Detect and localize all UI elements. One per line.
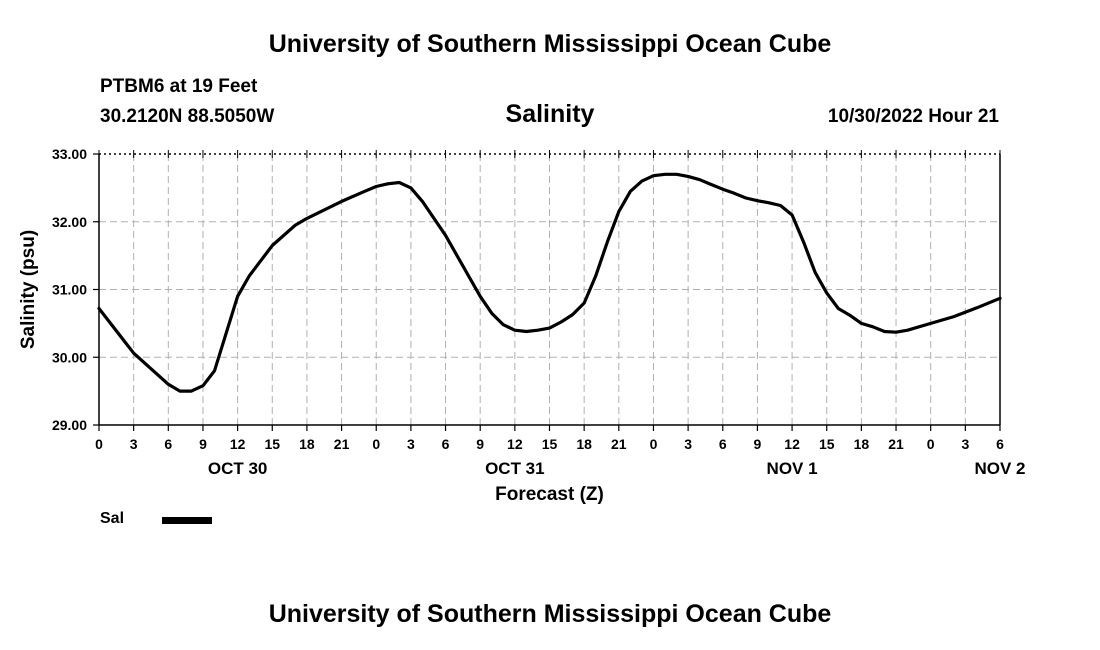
x-day-label: OCT 31: [485, 459, 545, 478]
x-tick-label: 3: [407, 436, 415, 452]
station-coordinates: 30.2120N 88.5050W: [100, 106, 275, 127]
x-tick-label: 18: [299, 436, 315, 452]
x-tick-label: 15: [264, 436, 280, 452]
x-tick-label: 21: [888, 436, 904, 452]
y-tick-label: 33.00: [52, 146, 87, 162]
x-tick-label: 12: [784, 436, 800, 452]
x-tick-label: 6: [442, 436, 450, 452]
page-title: University of Southern Mississippi Ocean…: [268, 30, 832, 58]
x-tick-label: 0: [927, 436, 935, 452]
x-tick-label: 0: [95, 436, 103, 452]
y-tick-label: 30.00: [52, 349, 87, 365]
x-tick-label: 0: [650, 436, 658, 452]
x-tick-label: 21: [334, 436, 350, 452]
x-day-label: NOV 1: [767, 459, 818, 478]
x-tick-label: 9: [199, 436, 207, 452]
x-tick-label: 6: [996, 436, 1004, 452]
x-tick-label: 18: [576, 436, 592, 452]
chart-title: Salinity: [505, 100, 595, 128]
legend-line-swatch: [162, 517, 212, 524]
x-tick-label: 0: [372, 436, 380, 452]
y-axis-title: Salinity (psu): [18, 230, 39, 349]
x-tick-label: 3: [961, 436, 969, 452]
x-day-label: OCT 30: [208, 459, 268, 478]
x-day-label: NOV 2: [974, 459, 1025, 478]
legend-label: Sal: [100, 510, 125, 527]
x-tick-label: 9: [754, 436, 762, 452]
forecast-run-time: 10/30/2022 Hour 21: [827, 106, 999, 127]
x-tick-label: 9: [476, 436, 484, 452]
x-tick-label: 21: [611, 436, 627, 452]
y-tick-label: 32.00: [52, 214, 87, 230]
x-tick-label: 3: [684, 436, 692, 452]
x-tick-label: 12: [507, 436, 523, 452]
x-axis-title: Forecast (Z): [495, 484, 604, 505]
x-tick-label: 15: [819, 436, 835, 452]
station-label: PTBM6 at 19 Feet: [100, 76, 258, 97]
footer-title: University of Southern Mississippi Ocean…: [268, 600, 832, 628]
x-tick-label: 3: [130, 436, 138, 452]
y-tick-label: 31.00: [52, 282, 87, 298]
x-tick-label: 15: [542, 436, 558, 452]
x-tick-label: 6: [719, 436, 727, 452]
x-tick-label: 6: [164, 436, 172, 452]
x-tick-label: 12: [230, 436, 246, 452]
y-tick-label: 29.00: [52, 417, 87, 433]
x-tick-label: 18: [854, 436, 870, 452]
salinity-series-line: [97, 172, 1002, 393]
